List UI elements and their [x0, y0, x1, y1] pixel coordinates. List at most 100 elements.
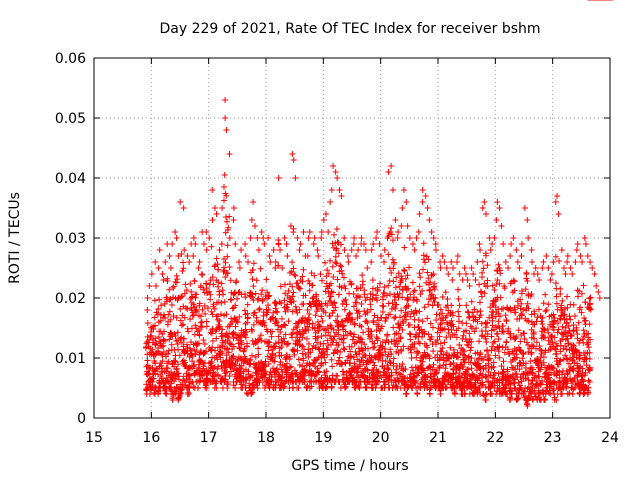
- data-point: [416, 308, 423, 315]
- data-point: [360, 329, 367, 336]
- y-tick-label: 0.04: [55, 171, 86, 187]
- data-point: [478, 274, 485, 281]
- data-point: [198, 271, 205, 278]
- data-point: [169, 241, 176, 247]
- data-point: [312, 312, 319, 319]
- data-point: [265, 292, 272, 299]
- data-point: [264, 289, 271, 296]
- data-point: [165, 311, 172, 318]
- data-point: [495, 318, 502, 325]
- data-point: [175, 376, 182, 383]
- data-point: [381, 247, 388, 253]
- data-point: [192, 307, 199, 314]
- data-point: [218, 299, 225, 306]
- data-point: [204, 305, 211, 312]
- data-point: [188, 365, 195, 372]
- data-point: [253, 277, 260, 284]
- data-point: [493, 217, 500, 223]
- data-point: [573, 247, 580, 253]
- data-point: [306, 229, 313, 235]
- data-point: [348, 353, 355, 360]
- data-point: [165, 379, 172, 385]
- data-point: [269, 350, 276, 357]
- data-point: [374, 229, 381, 235]
- data-point: [251, 223, 258, 229]
- data-point: [278, 375, 285, 382]
- data-point: [209, 344, 216, 351]
- data-point: [193, 306, 200, 313]
- data-point: [250, 283, 257, 290]
- data-point: [232, 361, 239, 368]
- data-point: [209, 187, 216, 193]
- data-point: [361, 291, 368, 298]
- data-point: [449, 277, 456, 283]
- data-point: [281, 235, 288, 241]
- data-point: [290, 289, 297, 296]
- data-point: [468, 298, 475, 305]
- data-point: [269, 314, 276, 321]
- data-point: [216, 318, 223, 325]
- data-point: [179, 383, 186, 390]
- data-point: [326, 297, 333, 304]
- data-point: [494, 199, 501, 205]
- data-point: [542, 291, 549, 298]
- data-point: [149, 378, 156, 385]
- data-point: [162, 314, 169, 321]
- data-point: [327, 257, 334, 264]
- data-point: [403, 199, 410, 205]
- data-point: [487, 247, 494, 253]
- data-point: [557, 285, 564, 292]
- data-point: [232, 279, 239, 286]
- data-point: [232, 302, 239, 309]
- data-point: [178, 339, 185, 346]
- data-point: [476, 281, 483, 288]
- data-point: [324, 337, 331, 344]
- data-point: [476, 338, 483, 345]
- data-point: [230, 355, 237, 362]
- data-point: [365, 345, 372, 352]
- data-point: [214, 356, 221, 363]
- data-point: [579, 336, 586, 343]
- data-point: [200, 337, 207, 344]
- data-point: [144, 357, 151, 364]
- data-point: [284, 253, 291, 259]
- data-point: [165, 347, 172, 354]
- data-point: [202, 310, 209, 317]
- data-point: [322, 359, 329, 366]
- data-point: [230, 217, 237, 223]
- data-point: [297, 285, 304, 292]
- data-point: [359, 272, 366, 279]
- data-point: [571, 313, 578, 320]
- data-point: [322, 383, 329, 390]
- data-point: [285, 318, 292, 325]
- data-point: [341, 247, 348, 253]
- data-point: [218, 280, 225, 287]
- data-point: [487, 390, 494, 397]
- data-point: [236, 313, 243, 320]
- data-point: [543, 253, 550, 259]
- data-point: [214, 316, 221, 323]
- data-point: [248, 352, 255, 359]
- data-point: [318, 313, 325, 320]
- data-point: [381, 284, 388, 291]
- data-point: [182, 281, 189, 288]
- data-point: [408, 349, 415, 356]
- data-point: [416, 270, 423, 277]
- data-point: [318, 354, 325, 361]
- data-point: [255, 345, 262, 352]
- data-point: [330, 307, 337, 314]
- data-point: [200, 365, 207, 372]
- data-point: [287, 223, 294, 229]
- data-point: [563, 355, 570, 362]
- data-point: [284, 301, 291, 308]
- data-point: [183, 341, 190, 348]
- data-point: [480, 265, 487, 272]
- data-point: [279, 374, 286, 381]
- data-point: [595, 289, 602, 295]
- data-point: [311, 235, 318, 241]
- data-point: [536, 277, 543, 283]
- data-point: [226, 340, 233, 347]
- data-point: [190, 253, 197, 259]
- data-point: [325, 329, 332, 336]
- data-point: [250, 199, 257, 205]
